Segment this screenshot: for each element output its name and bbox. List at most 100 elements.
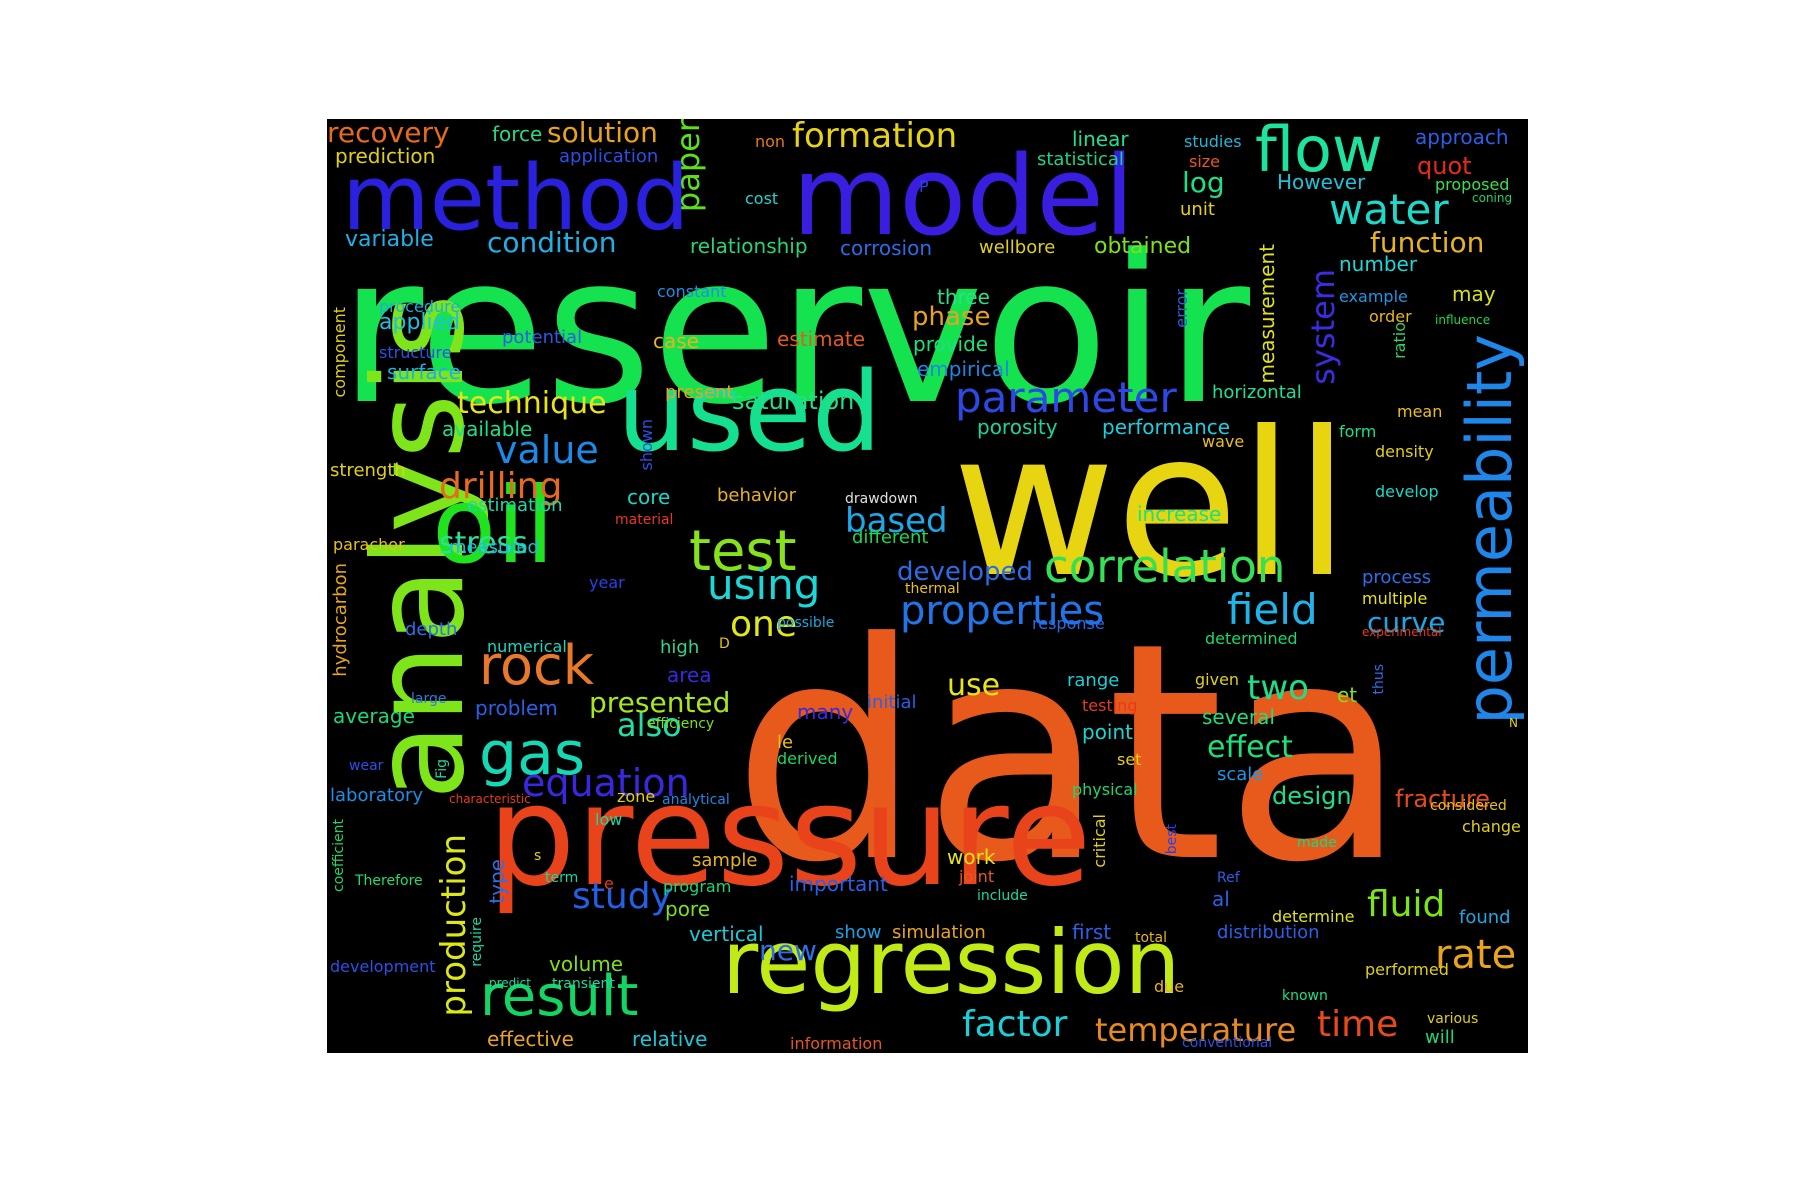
word-possible: possible [777, 615, 835, 631]
word-technique: technique [457, 386, 607, 421]
word-ratio: ratio [1390, 322, 1409, 359]
word-term: term [545, 870, 579, 886]
word-pressure: pressure [487, 755, 1092, 918]
word-water: water [1329, 185, 1449, 234]
word-total: total [1135, 930, 1168, 946]
word-cost: cost [745, 189, 779, 208]
word-provide: provide [913, 332, 989, 356]
word-known: known [1282, 988, 1328, 1004]
word-drilling: drilling [439, 466, 563, 507]
word-physical: physical [1072, 780, 1138, 799]
word-quot: quot [1417, 152, 1472, 180]
word-efficiency: efficiency [647, 716, 715, 732]
word-however: However [1277, 170, 1366, 194]
word-show: show [835, 922, 882, 943]
word-given: given [1195, 670, 1240, 689]
word-case: case [653, 329, 699, 353]
word-factor: factor [962, 1004, 1068, 1045]
word-pore: pore [665, 897, 711, 921]
word-due: due [1154, 977, 1185, 996]
word-flow: flow [1255, 119, 1383, 186]
word-non: non [755, 132, 786, 151]
word-will: will [1425, 1027, 1455, 1048]
word-change: change [1462, 817, 1521, 836]
word-unit: unit [1180, 199, 1215, 220]
word-porosity: porosity [977, 415, 1058, 439]
word-experimental: experimental [1362, 625, 1442, 639]
word-include: include [977, 888, 1028, 904]
word-simulation: simulation [892, 922, 986, 943]
word-multiple: multiple [1362, 589, 1428, 608]
word-test: test [689, 519, 797, 584]
word-many: many [797, 700, 854, 724]
word-analytical: analytical [662, 792, 730, 808]
word-saturation: saturation [732, 387, 855, 415]
word-linear: linear [1072, 127, 1129, 151]
word-determine: determine [1272, 907, 1355, 926]
word-performance: performance [1102, 415, 1231, 439]
word-shown: shown [637, 419, 656, 471]
word-structure: structure [379, 343, 452, 362]
word-properties: properties [900, 588, 1105, 634]
word-thermal: thermal [905, 581, 960, 597]
word-different: different [852, 527, 929, 548]
word-log: log [1182, 166, 1225, 199]
word-stress: stress [439, 526, 528, 561]
word-measurement: measurement [1255, 244, 1279, 384]
word-process: process [1362, 567, 1432, 588]
word-parachor: parachor [333, 535, 405, 554]
word-component: component [330, 307, 349, 398]
word-developed: developed [897, 557, 1034, 587]
word-increase: increase [1137, 502, 1222, 526]
word-ref: Ref [1217, 870, 1240, 886]
word-d: D [719, 636, 730, 652]
word-proposed: proposed [1435, 175, 1510, 194]
word-paper: paper [669, 119, 707, 213]
word-using: using [707, 560, 821, 609]
word-predict: predict [489, 976, 531, 990]
word-cloud: data reservoir well pressure analysis model me… [327, 119, 1528, 1053]
word-drawdown: drawdown [845, 491, 918, 507]
word-corrosion: corrosion [840, 236, 933, 260]
word-hydrocarbon: hydrocarbon [330, 563, 351, 677]
word-therefore: Therefore [355, 873, 423, 889]
word-scale: scale [1217, 764, 1264, 785]
word-method: method [342, 146, 690, 251]
word-volume: volume [549, 952, 624, 976]
word-data: data [732, 579, 1408, 928]
word-range: range [1067, 670, 1120, 691]
word-study: study [572, 876, 672, 917]
word-studies: studies [1184, 132, 1242, 151]
word-rate: rate [1435, 932, 1517, 978]
word-statistical: statistical [1037, 149, 1124, 170]
word-several: several [1202, 705, 1275, 729]
word-require: require [469, 917, 485, 967]
word-density: density [1375, 442, 1434, 461]
word-reservoir: reservoir [339, 212, 1251, 450]
word-size: size [1189, 152, 1221, 171]
word-example: example [1339, 287, 1408, 306]
word-information: information [790, 1034, 883, 1053]
word-high: high [660, 637, 700, 658]
word-condition: condition [487, 226, 617, 259]
word-wear: wear [349, 758, 384, 774]
word-empirical: empirical [917, 357, 1010, 381]
word-model: model [792, 132, 1135, 260]
word-coning: coning [1472, 191, 1513, 205]
word-strength: strength [330, 460, 406, 481]
word-al: al [1212, 887, 1230, 911]
word-formation: formation [792, 119, 958, 156]
word-number: number [1339, 252, 1418, 276]
word-fracture: fracture [1395, 785, 1490, 813]
word-equation: equation [522, 761, 690, 805]
word-estimate: estimate [777, 327, 866, 351]
word-solution: solution [547, 119, 658, 149]
word-relative: relative [632, 1027, 708, 1051]
word-best: best [1164, 824, 1180, 855]
word-point: point [1082, 720, 1134, 744]
word-result: result [480, 964, 639, 1029]
word-distribution: distribution [1217, 922, 1320, 943]
word-measured: measured [449, 537, 539, 558]
word-well: well [952, 389, 1350, 622]
word-material: material [615, 512, 674, 528]
